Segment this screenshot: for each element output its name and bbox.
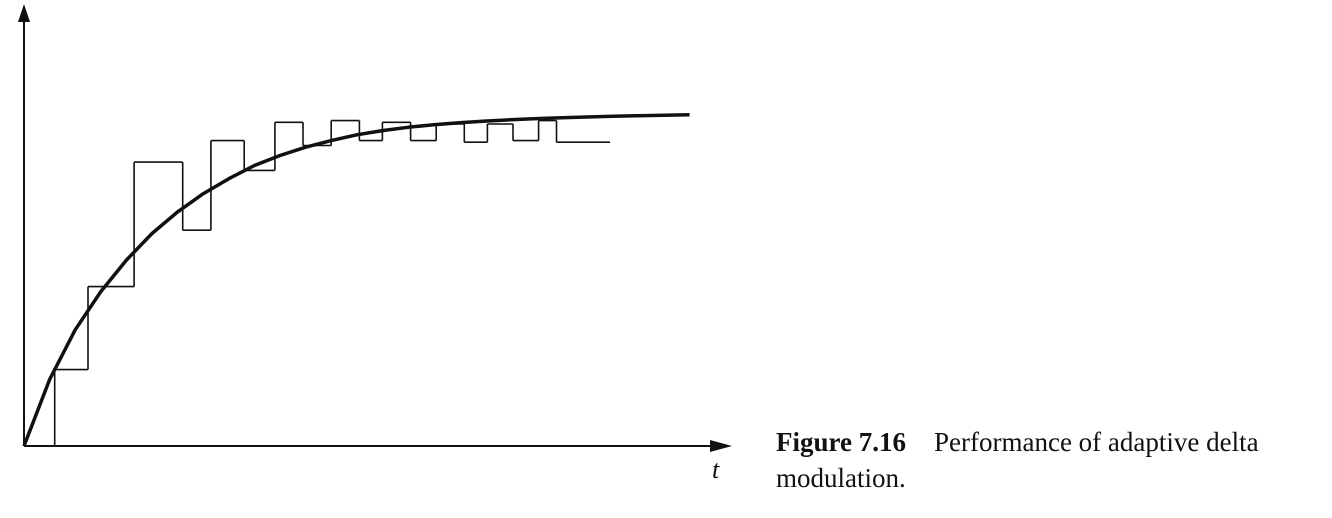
caption-text-1: Performance of adaptive delta — [934, 427, 1259, 457]
x-axis-label: t — [712, 455, 720, 484]
plot-area — [18, 4, 732, 452]
x-axis-arrowhead — [710, 440, 732, 452]
caption-line-1: Figure 7.16 Performance of adaptive delta — [776, 424, 1316, 460]
caption-text-2: modulation. — [776, 463, 906, 493]
figure-caption: Figure 7.16 Performance of adaptive delta… — [776, 424, 1316, 496]
y-axis-arrowhead — [18, 4, 30, 22]
series-layer — [22, 112, 690, 447]
signal-curve — [22, 112, 690, 447]
figure-number: Figure 7.16 — [776, 427, 906, 457]
caption-line-2: modulation. — [776, 460, 1316, 496]
